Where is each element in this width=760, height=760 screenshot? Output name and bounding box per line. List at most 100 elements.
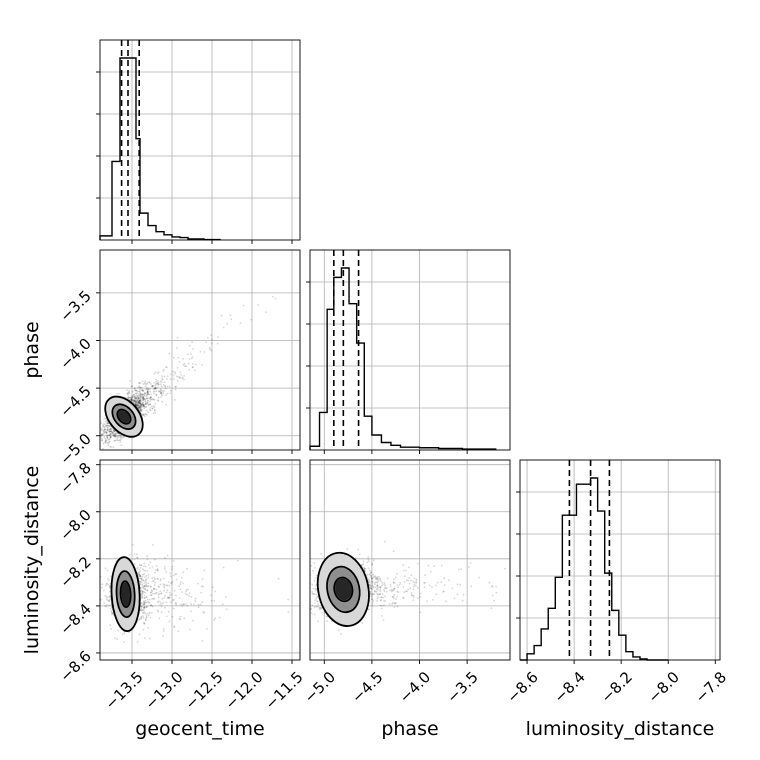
sample-point [132,400,135,403]
sample-point [145,397,148,400]
sample-point [174,399,176,401]
sample-point [105,431,108,434]
sample-point [95,429,97,431]
sample-point [310,607,312,610]
sample-point [185,590,188,593]
sample-point [135,401,138,404]
sample-point [390,585,392,588]
sample-point [141,408,143,411]
sample-point [135,389,138,392]
sample-point [147,614,150,617]
sample-point [135,405,138,407]
sample-point [145,614,148,617]
sample-point [136,395,139,397]
sample-point [138,390,141,393]
sample-point [155,394,158,397]
sample-point [169,373,172,376]
sample-point [143,594,146,597]
sample-point [151,385,154,387]
sample-point [165,591,168,594]
sample-point [114,434,117,437]
sample-point [311,592,314,595]
sample-point [135,397,138,399]
sample-point [310,612,313,614]
sample-point [312,569,314,572]
sample-point [170,581,173,584]
sample-point [105,603,108,606]
sample-point [146,596,148,598]
sample-point [142,403,145,406]
sample-point [376,584,379,587]
sample-point [139,402,142,405]
sample-point [381,582,384,584]
sample-point [156,568,159,570]
sample-point [152,398,155,401]
sample-point [181,377,184,380]
sample-point [134,403,137,405]
sample-point [104,423,107,426]
sample-point [147,399,149,402]
sample-point [155,569,157,571]
sample-point [156,569,159,572]
sample-point [134,401,137,404]
sample-point [144,570,147,572]
sample-point [370,580,373,583]
sample-point [162,635,164,637]
sample-point [146,402,148,405]
sample-point [138,564,141,566]
sample-point [135,398,138,401]
sample-point [133,393,135,396]
sample-point [143,403,146,406]
sample-point [306,597,308,599]
sample-point [146,382,149,384]
sample-point [135,402,137,405]
sample-point [139,575,142,578]
sample-point [171,568,173,571]
sample-point [151,580,154,583]
sample-point [404,575,406,578]
sample-point [145,605,148,608]
sample-point [373,590,376,593]
sample-point [167,581,170,583]
sample-point [141,397,144,399]
sample-point [140,589,143,592]
sample-point [312,587,315,590]
sample-point [371,601,374,604]
sample-point [397,591,400,593]
sample-point [135,403,138,406]
sample-point [109,624,112,626]
sample-point [427,564,430,567]
sample-point [152,587,155,590]
sample-point [134,399,137,402]
sample-point [138,406,141,409]
sample-point [146,393,148,396]
sample-point [491,585,494,588]
sample-point [141,579,143,581]
sample-point [120,436,123,439]
sample-point [139,386,142,389]
sample-point [169,389,172,392]
sample-point [146,589,149,591]
sample-point [393,602,396,605]
sample-point [114,432,117,435]
sample-point [137,619,140,622]
sample-point [316,605,319,608]
sample-point [162,392,164,395]
sample-point [380,599,383,601]
sample-point [358,553,361,555]
sample-point [379,599,382,602]
sample-point [376,600,378,602]
sample-point [139,405,142,408]
sample-point [165,615,168,618]
sample-point [143,415,146,418]
sample-point [211,586,214,589]
sample-point [136,404,138,407]
sample-point [157,585,160,588]
sample-point [187,362,190,365]
sample-point [146,612,148,615]
sample-point [133,558,136,561]
sample-point [142,573,144,576]
sample-point [140,393,143,395]
sample-point [311,604,314,607]
sample-point [220,314,223,317]
